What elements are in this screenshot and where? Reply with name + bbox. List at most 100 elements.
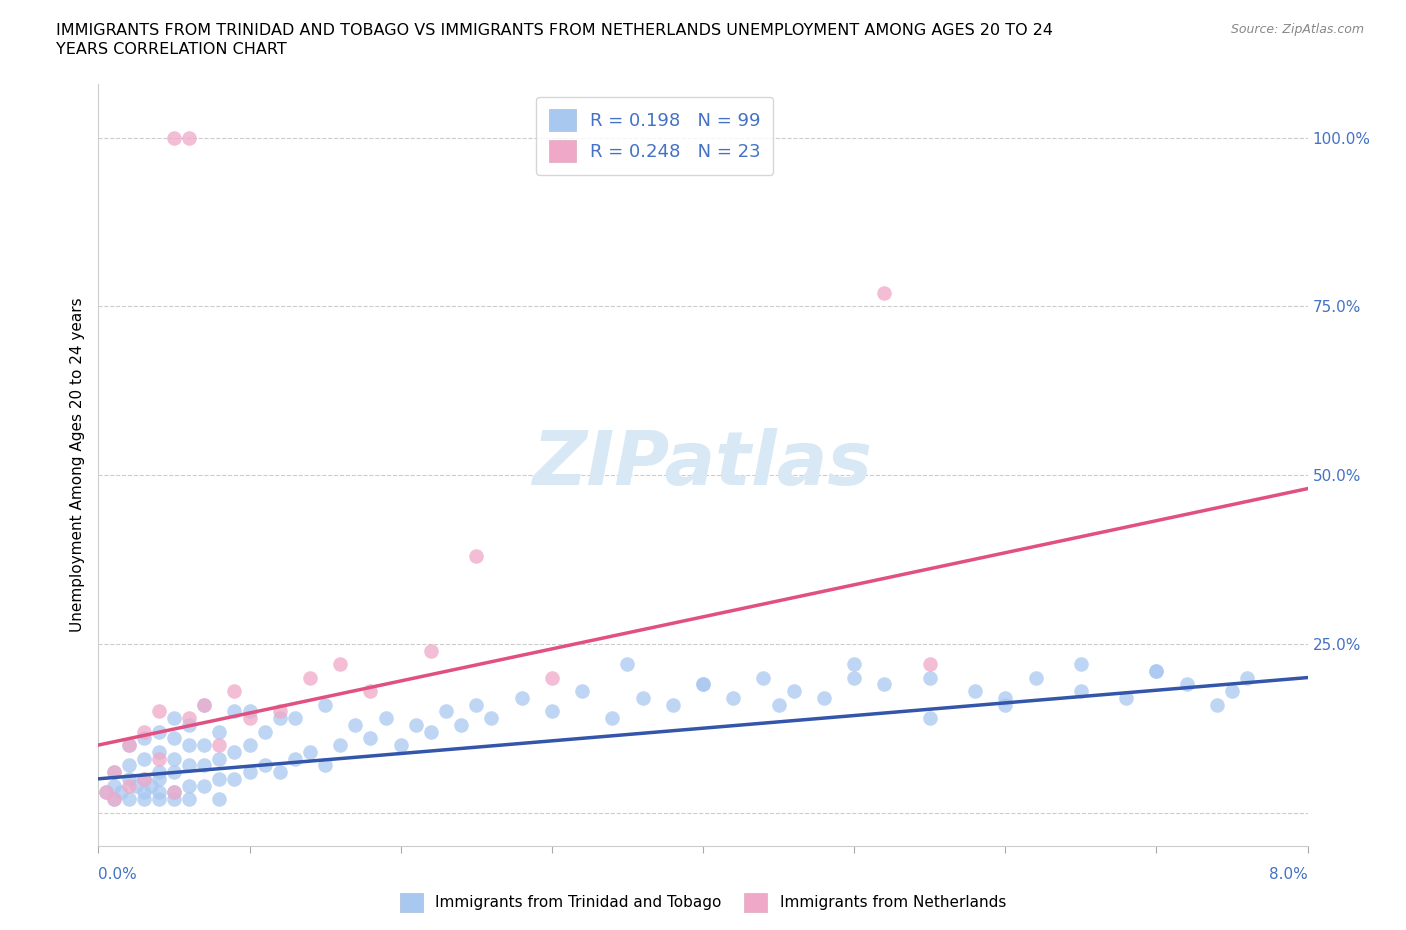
Text: 0.0%: 0.0% xyxy=(98,867,138,882)
Point xyxy=(118,771,141,786)
Point xyxy=(132,771,155,786)
Point xyxy=(481,711,503,725)
Point xyxy=(208,724,231,739)
Point xyxy=(103,764,125,779)
Point xyxy=(616,657,638,671)
Point xyxy=(239,764,262,779)
Point xyxy=(1206,698,1229,712)
Point xyxy=(193,698,215,712)
Text: Source: ZipAtlas.com: Source: ZipAtlas.com xyxy=(1230,23,1364,36)
Point xyxy=(314,758,336,773)
Point xyxy=(163,791,186,806)
Point xyxy=(163,130,186,145)
Text: IMMIGRANTS FROM TRINIDAD AND TOBAGO VS IMMIGRANTS FROM NETHERLANDS UNEMPLOYMENT : IMMIGRANTS FROM TRINIDAD AND TOBAGO VS I… xyxy=(56,23,1053,38)
Point xyxy=(148,785,170,800)
Point xyxy=(253,758,276,773)
Point xyxy=(1146,663,1168,678)
Point xyxy=(510,690,533,705)
Point xyxy=(269,711,291,725)
Point xyxy=(1220,684,1243,698)
Point xyxy=(918,711,941,725)
Point xyxy=(329,657,352,671)
Point xyxy=(405,717,427,732)
Point xyxy=(752,671,775,685)
Point xyxy=(163,785,186,800)
Point xyxy=(179,791,201,806)
Point xyxy=(420,724,443,739)
Point xyxy=(118,791,141,806)
Point xyxy=(284,751,307,766)
Point xyxy=(208,791,231,806)
Point xyxy=(193,737,215,752)
Point xyxy=(103,764,125,779)
Point xyxy=(94,785,117,800)
Point xyxy=(768,698,790,712)
Point xyxy=(918,671,941,685)
Point xyxy=(163,731,186,746)
Point xyxy=(360,684,382,698)
Point xyxy=(253,724,276,739)
Point xyxy=(631,690,654,705)
Point xyxy=(873,286,896,300)
Point xyxy=(661,698,683,712)
Y-axis label: Unemployment Among Ages 20 to 24 years: Unemployment Among Ages 20 to 24 years xyxy=(69,298,84,632)
Point xyxy=(239,737,262,752)
Point xyxy=(540,704,562,719)
Point xyxy=(450,717,472,732)
Point xyxy=(1146,663,1168,678)
Point xyxy=(465,698,488,712)
Point xyxy=(103,778,125,793)
Point xyxy=(148,744,170,759)
Point xyxy=(844,671,866,685)
Point xyxy=(118,737,141,752)
Point xyxy=(692,677,714,692)
Point xyxy=(239,704,262,719)
Point xyxy=(193,758,215,773)
Point xyxy=(1236,671,1258,685)
Point xyxy=(994,698,1017,712)
Point xyxy=(224,744,246,759)
Point xyxy=(132,724,155,739)
Point xyxy=(465,549,488,564)
Point xyxy=(602,711,624,725)
Point xyxy=(179,737,201,752)
Point xyxy=(692,677,714,692)
Text: 8.0%: 8.0% xyxy=(1268,867,1308,882)
Point xyxy=(965,684,987,698)
Point xyxy=(344,717,367,732)
Point xyxy=(723,690,745,705)
Point xyxy=(148,751,170,766)
Point xyxy=(1175,677,1198,692)
Point xyxy=(148,724,170,739)
Point xyxy=(132,771,155,786)
Point xyxy=(110,785,132,800)
Point xyxy=(132,791,155,806)
Point xyxy=(420,644,443,658)
Point xyxy=(284,711,307,725)
Point xyxy=(208,737,231,752)
Point xyxy=(179,711,201,725)
Point xyxy=(269,704,291,719)
Point xyxy=(179,778,201,793)
Point xyxy=(783,684,806,698)
Point xyxy=(148,704,170,719)
Point xyxy=(389,737,412,752)
Point xyxy=(1070,657,1092,671)
Point xyxy=(118,758,141,773)
Point xyxy=(1025,671,1047,685)
Point xyxy=(163,764,186,779)
Point xyxy=(873,677,896,692)
Point xyxy=(125,778,148,793)
Point xyxy=(179,758,201,773)
Point xyxy=(193,778,215,793)
Point xyxy=(103,791,125,806)
Point xyxy=(148,764,170,779)
Point xyxy=(994,690,1017,705)
Point xyxy=(148,771,170,786)
Point xyxy=(918,657,941,671)
Point xyxy=(329,737,352,752)
Point xyxy=(571,684,593,698)
Point xyxy=(163,751,186,766)
Point xyxy=(434,704,457,719)
Point xyxy=(374,711,396,725)
